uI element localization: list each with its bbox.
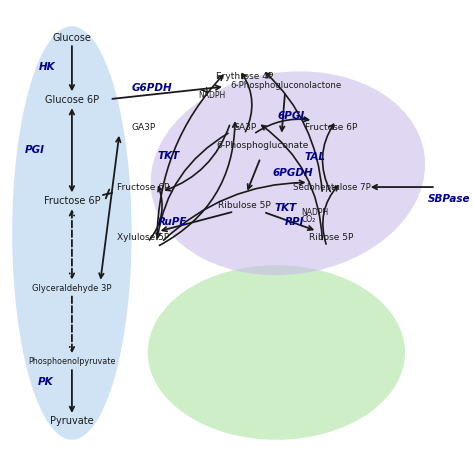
Text: NADPH: NADPH bbox=[199, 91, 226, 100]
FancyArrowPatch shape bbox=[70, 110, 74, 191]
FancyArrowPatch shape bbox=[70, 296, 74, 351]
Text: PGI: PGI bbox=[25, 145, 45, 155]
Text: Glucose: Glucose bbox=[53, 33, 91, 43]
Text: Glucose 6P: Glucose 6P bbox=[45, 95, 99, 105]
Text: Glyceraldehyde 3P: Glyceraldehyde 3P bbox=[32, 284, 112, 293]
FancyArrowPatch shape bbox=[280, 94, 285, 131]
FancyArrowPatch shape bbox=[103, 190, 112, 199]
Text: TAL: TAL bbox=[305, 152, 326, 162]
FancyArrowPatch shape bbox=[99, 137, 120, 278]
FancyArrowPatch shape bbox=[373, 185, 433, 189]
Ellipse shape bbox=[151, 71, 425, 275]
Text: 6-Phosphogluconolactone: 6-Phosphogluconolactone bbox=[230, 82, 341, 90]
Text: Sedoheptulose 7P: Sedoheptulose 7P bbox=[292, 183, 370, 192]
FancyArrowPatch shape bbox=[70, 211, 74, 278]
Text: Fructose 6P: Fructose 6P bbox=[117, 183, 169, 192]
FancyArrowPatch shape bbox=[70, 46, 74, 89]
Text: TKT: TKT bbox=[157, 151, 180, 161]
Text: TKT: TKT bbox=[274, 203, 297, 212]
Text: Fructose 6P: Fructose 6P bbox=[44, 196, 100, 206]
Text: RPI: RPI bbox=[285, 218, 304, 227]
Ellipse shape bbox=[12, 26, 132, 440]
Text: CO₂: CO₂ bbox=[301, 215, 316, 224]
Text: Ribulose 5P: Ribulose 5P bbox=[218, 201, 271, 210]
FancyArrowPatch shape bbox=[70, 370, 74, 411]
Text: Pyruvate: Pyruvate bbox=[50, 417, 94, 426]
Text: 6-Phosphogluconate: 6-Phosphogluconate bbox=[217, 141, 309, 150]
FancyArrowPatch shape bbox=[112, 85, 220, 99]
Text: G6PDH: G6PDH bbox=[132, 83, 173, 93]
Text: HK: HK bbox=[38, 62, 55, 72]
Text: GA3P: GA3P bbox=[131, 123, 155, 132]
Text: Xylulose 5P: Xylulose 5P bbox=[117, 233, 169, 242]
Text: Phosphoenolpyruvate: Phosphoenolpyruvate bbox=[28, 357, 116, 366]
FancyArrowPatch shape bbox=[162, 212, 232, 232]
FancyArrowPatch shape bbox=[247, 160, 259, 189]
Text: Erythrose 4P: Erythrose 4P bbox=[216, 72, 273, 81]
Text: NADPH: NADPH bbox=[301, 208, 329, 217]
Text: Fructose 6P: Fructose 6P bbox=[305, 123, 358, 132]
Text: RuPE: RuPE bbox=[158, 218, 188, 227]
Text: 6PGDH: 6PGDH bbox=[272, 168, 313, 178]
Text: GA3P: GA3P bbox=[232, 123, 256, 132]
FancyArrowPatch shape bbox=[266, 213, 312, 230]
Text: 6PGL: 6PGL bbox=[277, 111, 308, 121]
Text: PK: PK bbox=[37, 377, 53, 387]
Text: SBPase: SBPase bbox=[428, 193, 471, 204]
Text: Ribose 5P: Ribose 5P bbox=[310, 233, 354, 242]
Ellipse shape bbox=[148, 265, 405, 440]
